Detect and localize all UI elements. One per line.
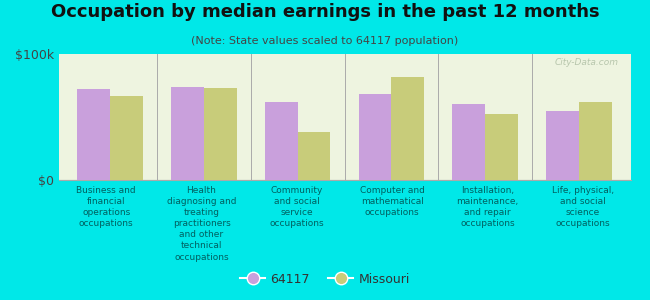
Bar — [110, 96, 143, 180]
Legend: 64117, Missouri: 64117, Missouri — [235, 268, 415, 291]
Text: Life, physical,
and social
science
occupations: Life, physical, and social science occup… — [552, 186, 614, 228]
Text: City-Data.com: City-Data.com — [555, 58, 619, 67]
Text: Occupation by median earnings in the past 12 months: Occupation by median earnings in the pas… — [51, 3, 599, 21]
Text: (Note: State values scaled to 64117 population): (Note: State values scaled to 64117 popu… — [191, 36, 459, 46]
Bar — [546, 111, 579, 180]
Bar — [579, 102, 612, 180]
Bar — [204, 88, 237, 180]
Bar — [298, 132, 330, 180]
Text: Business and
financial
operations
occupations: Business and financial operations occupa… — [76, 186, 136, 228]
Bar — [452, 104, 485, 180]
Bar — [391, 77, 424, 180]
Text: Community
and social
service
occupations: Community and social service occupations — [270, 186, 324, 228]
Text: Computer and
mathematical
occupations: Computer and mathematical occupations — [359, 186, 424, 217]
Bar — [77, 89, 110, 180]
Bar — [171, 87, 204, 180]
Text: Installation,
maintenance,
and repair
occupations: Installation, maintenance, and repair oc… — [456, 186, 519, 228]
Text: Health
diagnosing and
treating
practitioners
and other
technical
occupations: Health diagnosing and treating practitio… — [167, 186, 236, 262]
Bar — [485, 115, 518, 180]
Bar — [265, 102, 298, 180]
Bar — [359, 94, 391, 180]
